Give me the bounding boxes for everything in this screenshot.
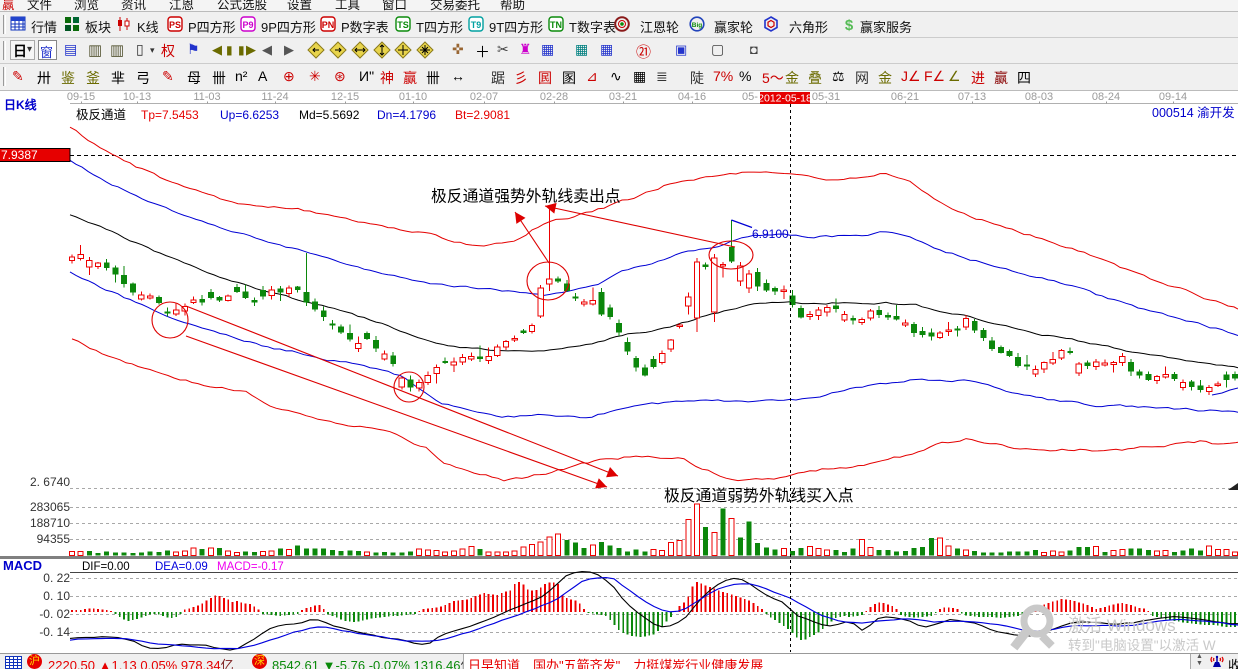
svg-text:04-16: 04-16 xyxy=(678,91,706,103)
svg-text:DEA=0.09: DEA=0.09 xyxy=(155,561,208,573)
svg-text:11-03: 11-03 xyxy=(193,91,220,103)
svg-text:94355: 94355 xyxy=(37,532,71,546)
svg-text:-0. 14: -0. 14 xyxy=(39,625,70,639)
svg-text:09-14: 09-14 xyxy=(1159,91,1187,103)
svg-text:TN: TN xyxy=(550,20,562,30)
svg-text:2. 6740: 2. 6740 xyxy=(30,475,70,489)
svg-text:DIF=0.00: DIF=0.00 xyxy=(82,561,130,573)
svg-text:PN: PN xyxy=(322,20,335,30)
svg-text:7.9387: 7.9387 xyxy=(1,148,38,162)
svg-text:12-15: 12-15 xyxy=(331,91,359,103)
svg-text:Tp=7.5453: Tp=7.5453 xyxy=(141,108,199,122)
svg-text:08-03: 08-03 xyxy=(1025,91,1053,103)
svg-text:极反通道弱势外轨线买入点: 极反通道弱势外轨线买入点 xyxy=(664,487,854,505)
svg-text:2012-05-18: 2012-05-18 xyxy=(758,93,812,105)
svg-text:MACD=-0.17: MACD=-0.17 xyxy=(217,561,284,573)
svg-text:188710: 188710 xyxy=(30,516,70,530)
svg-text:05-: 05- xyxy=(742,91,758,103)
svg-text:02-28: 02-28 xyxy=(540,91,568,103)
svg-text:Bt=2.9081: Bt=2.9081 xyxy=(455,108,510,122)
svg-text:283065: 283065 xyxy=(30,500,70,514)
svg-text:0. 10: 0. 10 xyxy=(43,589,70,603)
svg-text:TS: TS xyxy=(397,20,409,30)
svg-text:02-07: 02-07 xyxy=(470,91,498,103)
svg-text:日K线: 日K线 xyxy=(4,97,37,112)
svg-text:极反通道强势外轨线卖出点: 极反通道强势外轨线卖出点 xyxy=(431,188,621,206)
svg-text:PS: PS xyxy=(169,20,181,30)
svg-text:07-13: 07-13 xyxy=(958,91,986,103)
svg-text:11-24: 11-24 xyxy=(261,91,288,103)
svg-text:10-13: 10-13 xyxy=(123,91,151,103)
svg-text:09-15: 09-15 xyxy=(67,91,95,103)
svg-text:T9: T9 xyxy=(471,20,482,30)
svg-text:P9: P9 xyxy=(242,20,253,30)
svg-text:06-21: 06-21 xyxy=(891,91,919,103)
svg-text:激活 Windows: 激活 Windows xyxy=(1068,616,1176,635)
svg-text:Dn=4.1796: Dn=4.1796 xyxy=(377,108,436,122)
svg-text:03-21: 03-21 xyxy=(609,91,637,103)
svg-text:$: $ xyxy=(845,17,854,32)
svg-text:MACD: MACD xyxy=(3,558,42,573)
svg-text:极反通道: 极反通道 xyxy=(76,108,127,122)
svg-text:08-24: 08-24 xyxy=(1092,91,1120,103)
svg-text:01-10: 01-10 xyxy=(399,91,427,103)
svg-text:6.9100: 6.9100 xyxy=(752,227,789,241)
svg-text:-0. 02: -0. 02 xyxy=(39,607,70,621)
svg-text:Up=6.6253: Up=6.6253 xyxy=(220,108,279,122)
svg-text:转到"电脑设置"以激活 W: 转到"电脑设置"以激活 W xyxy=(1068,638,1216,653)
svg-text:000514 渝开发: 000514 渝开发 xyxy=(1152,105,1235,120)
svg-text:05-31: 05-31 xyxy=(812,91,840,103)
svg-text:0. 22: 0. 22 xyxy=(43,571,70,585)
svg-text:Big: Big xyxy=(692,22,703,29)
svg-text:Md=5.5692: Md=5.5692 xyxy=(299,108,360,122)
